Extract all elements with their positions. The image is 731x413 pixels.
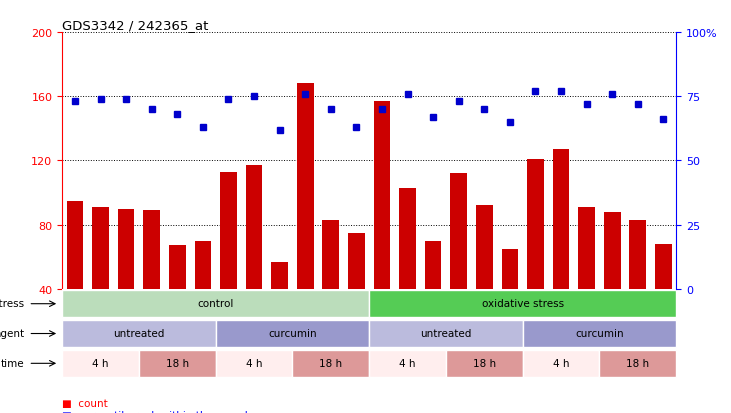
Text: control: control xyxy=(197,298,234,309)
Bar xyxy=(369,291,676,317)
Text: 4 h: 4 h xyxy=(92,358,109,368)
Bar xyxy=(194,241,211,289)
Bar xyxy=(169,246,186,289)
Text: untreated: untreated xyxy=(113,328,164,338)
Text: 18 h: 18 h xyxy=(319,358,342,368)
Bar xyxy=(62,350,139,377)
Bar xyxy=(476,206,493,289)
Text: 4 h: 4 h xyxy=(246,358,262,368)
Bar xyxy=(216,350,292,377)
Text: 4 h: 4 h xyxy=(399,358,416,368)
Text: stress: stress xyxy=(0,298,24,309)
Bar xyxy=(143,211,160,289)
Bar xyxy=(527,159,544,289)
Bar xyxy=(62,320,216,347)
Bar xyxy=(446,350,523,377)
Bar xyxy=(553,150,569,289)
Text: untreated: untreated xyxy=(420,328,471,338)
Bar xyxy=(92,207,109,289)
Bar xyxy=(139,350,216,377)
Text: curcumin: curcumin xyxy=(575,328,624,338)
Bar xyxy=(292,350,369,377)
Bar xyxy=(322,220,339,289)
Bar xyxy=(599,350,676,377)
Bar xyxy=(578,207,595,289)
Text: ■  percentile rank within the sample: ■ percentile rank within the sample xyxy=(62,411,254,413)
Bar xyxy=(297,84,314,289)
Bar xyxy=(67,201,83,289)
Text: 18 h: 18 h xyxy=(473,358,496,368)
Bar xyxy=(629,220,646,289)
Bar xyxy=(374,102,390,289)
Bar xyxy=(450,174,467,289)
Bar xyxy=(425,241,442,289)
Bar xyxy=(271,262,288,289)
Bar xyxy=(501,249,518,289)
Bar xyxy=(220,172,237,289)
Text: curcumin: curcumin xyxy=(268,328,317,338)
Bar xyxy=(399,188,416,289)
Bar xyxy=(216,320,369,347)
Bar xyxy=(62,291,369,317)
Bar xyxy=(369,320,523,347)
Text: oxidative stress: oxidative stress xyxy=(482,298,564,309)
Bar xyxy=(369,350,446,377)
Text: 18 h: 18 h xyxy=(626,358,649,368)
Bar xyxy=(348,233,365,289)
Text: 18 h: 18 h xyxy=(166,358,189,368)
Text: ■  count: ■ count xyxy=(62,398,108,408)
Text: time: time xyxy=(1,358,24,368)
Bar xyxy=(604,212,621,289)
Bar xyxy=(118,209,135,289)
Text: agent: agent xyxy=(0,328,24,338)
Bar xyxy=(246,166,262,289)
Text: 4 h: 4 h xyxy=(553,358,569,368)
Bar xyxy=(523,320,676,347)
Bar xyxy=(655,244,672,289)
Bar xyxy=(523,350,599,377)
Text: GDS3342 / 242365_at: GDS3342 / 242365_at xyxy=(62,19,208,32)
